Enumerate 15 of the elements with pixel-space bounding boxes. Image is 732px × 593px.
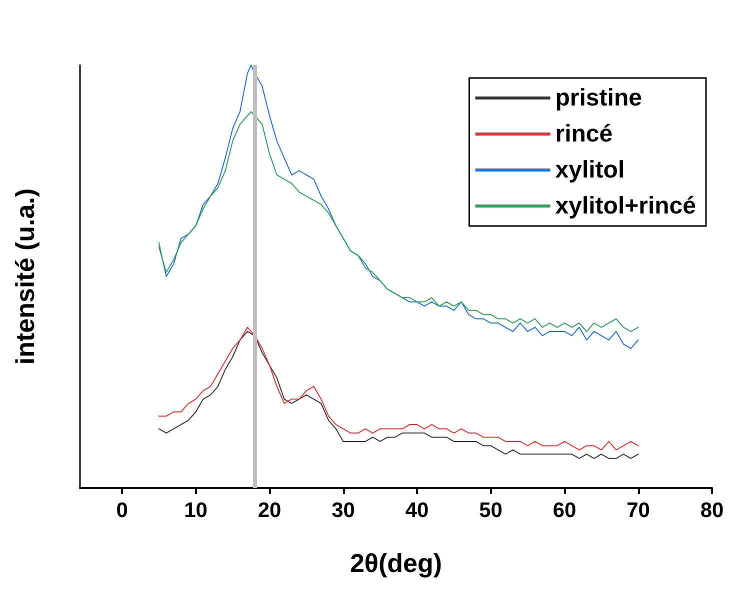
x-tick-label: 60 <box>552 499 576 522</box>
x-tick-label: 70 <box>626 499 650 522</box>
legend-label: rincé <box>555 120 613 148</box>
x-axis-title: 2θ(deg) <box>350 548 442 578</box>
legend-label: pristine <box>555 84 642 112</box>
x-tick-label: 30 <box>332 499 355 522</box>
x-tick-label: 10 <box>184 499 208 522</box>
legend-label: xylitol <box>555 156 625 184</box>
x-tick-label: 20 <box>258 499 282 522</box>
legend-label: xylitol+rincé <box>555 192 696 220</box>
x-tick-label: 80 <box>700 499 724 522</box>
x-tick-label: 0 <box>116 499 128 522</box>
x-tick-label: 50 <box>479 499 502 522</box>
y-axis-title: intensité (u.a.) <box>10 188 40 365</box>
x-tick-label: 40 <box>405 499 429 522</box>
